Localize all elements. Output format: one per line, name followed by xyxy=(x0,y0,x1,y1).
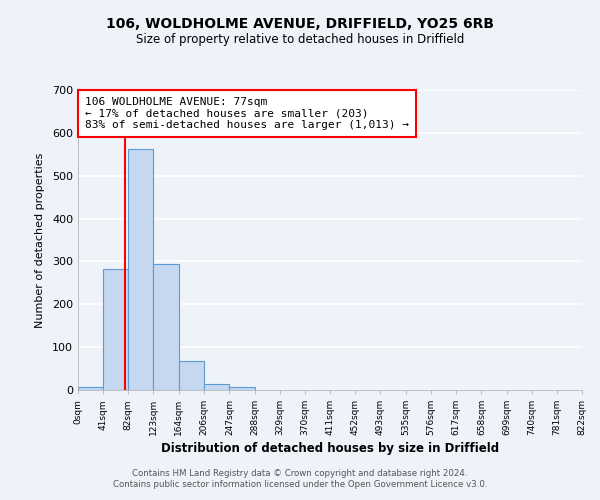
Text: 106 WOLDHOLME AVENUE: 77sqm
← 17% of detached houses are smaller (203)
83% of se: 106 WOLDHOLME AVENUE: 77sqm ← 17% of det… xyxy=(85,97,409,130)
Bar xyxy=(128,149,154,390)
X-axis label: Distribution of detached houses by size in Driffield: Distribution of detached houses by size … xyxy=(161,442,499,456)
Bar xyxy=(229,386,254,390)
Text: Contains HM Land Registry data © Crown copyright and database right 2024.: Contains HM Land Registry data © Crown c… xyxy=(132,468,468,477)
Y-axis label: Number of detached properties: Number of detached properties xyxy=(35,152,45,328)
Bar xyxy=(205,384,229,390)
Text: Contains public sector information licensed under the Open Government Licence v3: Contains public sector information licen… xyxy=(113,480,487,489)
Bar xyxy=(179,361,203,390)
Text: Size of property relative to detached houses in Driffield: Size of property relative to detached ho… xyxy=(136,32,464,46)
Bar xyxy=(154,264,179,390)
Bar xyxy=(103,268,128,390)
Text: 106, WOLDHOLME AVENUE, DRIFFIELD, YO25 6RB: 106, WOLDHOLME AVENUE, DRIFFIELD, YO25 6… xyxy=(106,18,494,32)
Bar xyxy=(78,386,103,390)
